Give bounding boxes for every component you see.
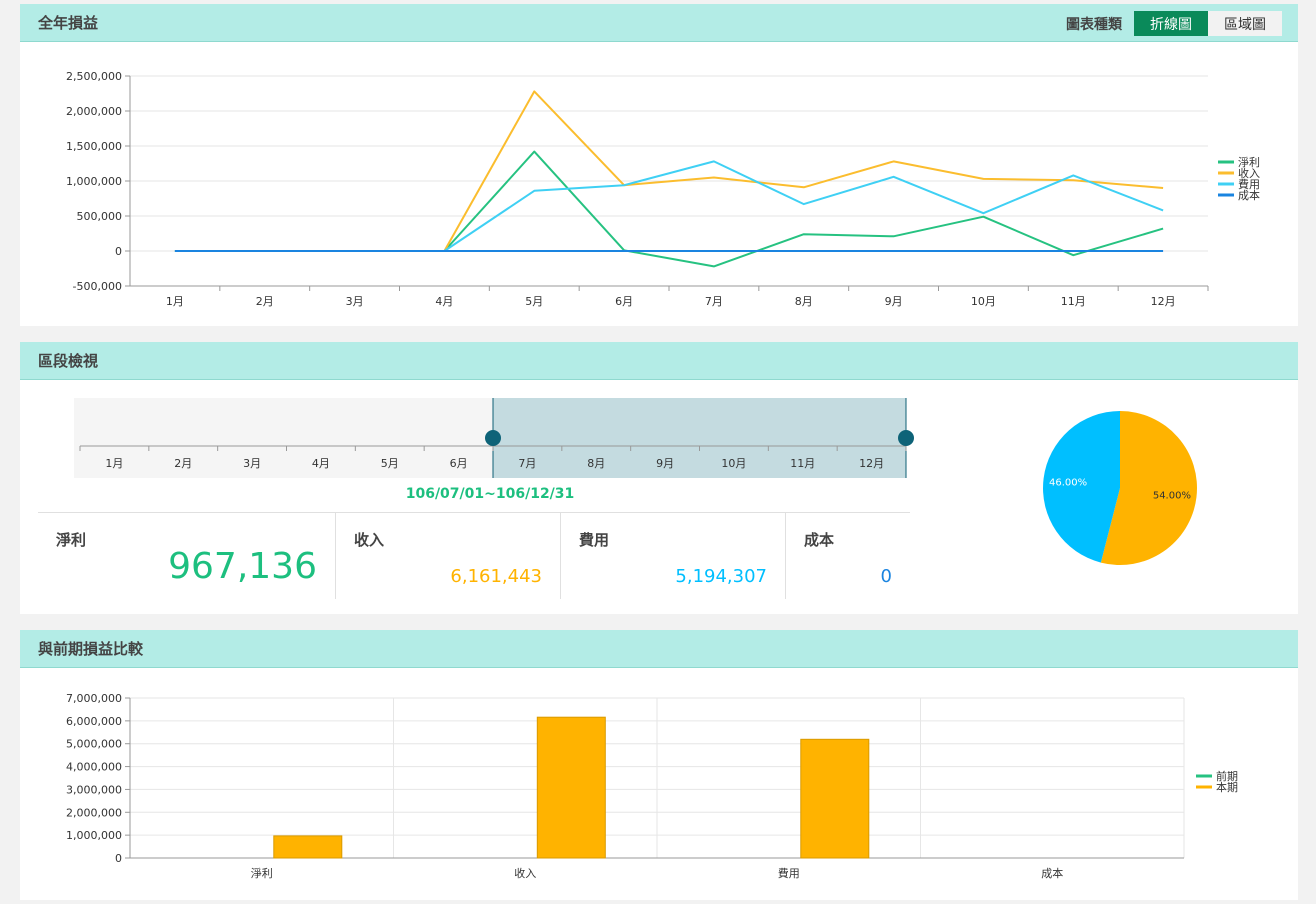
- slider-month-label: 3月: [243, 457, 261, 470]
- range-view-title: 區段檢視: [38, 352, 99, 370]
- slider-month-label: 1月: [105, 457, 123, 470]
- period-compare-title: 與前期損益比較: [38, 640, 144, 658]
- y-tick-label: 1,000,000: [66, 175, 122, 188]
- series-line-3: [174, 160, 1164, 252]
- period-compare-panel: 與前期損益比較 0 1,000,000 2,000,000 3,000,000 4,00…: [20, 630, 1298, 900]
- legend-label: 成本: [1238, 188, 1260, 202]
- y-tick-label: -500,000: [73, 280, 122, 293]
- y-tick-label: 3,000,000: [66, 783, 122, 796]
- y-tick-label: 5,000,000: [66, 738, 122, 751]
- slider-month-label: 4月: [312, 457, 330, 470]
- x-tick-label: 8月: [795, 295, 813, 308]
- range-slider[interactable]: 1月 2月 3月 4月 5月 6月 7月 8月 9月 10月 11月 12月: [20, 380, 920, 490]
- annual-profit-header: 全年損益 圖表種類 折線圖 區域圖: [20, 4, 1298, 42]
- stat-expense-label: 費用: [579, 531, 610, 549]
- period-bar-chart: 0 1,000,000 2,000,000 3,000,000 4,000,000 5,0…: [66, 692, 1238, 880]
- y-tick-label: 0: [115, 245, 122, 258]
- pie-value-label: 54.00%: [1153, 491, 1191, 502]
- x-tick-label: 10月: [971, 295, 996, 308]
- x-tick-label: 12月: [1151, 295, 1176, 308]
- stat-net-profit-value: 967,136: [168, 546, 317, 587]
- slider-month-label: 11月: [790, 457, 815, 470]
- legend-label: 費用: [1238, 177, 1260, 191]
- slider-month-label: 9月: [656, 457, 674, 470]
- stat-net-profit: 淨利 967,136: [38, 513, 336, 599]
- x-tick-label: 淨利: [251, 867, 273, 880]
- slider-start-handle[interactable]: [485, 430, 501, 446]
- bar-本期: [800, 738, 870, 859]
- slider-month-label: 5月: [381, 457, 399, 470]
- slider-month-label: 12月: [859, 457, 884, 470]
- stat-cost-value: 0: [880, 566, 892, 587]
- y-tick-label: 4,000,000: [66, 761, 122, 774]
- y-tick-label: 1,500,000: [66, 140, 122, 153]
- y-tick-label: 0: [115, 852, 122, 865]
- slider-month-label: 10月: [721, 457, 746, 470]
- stat-income: 收入 6,161,443: [336, 513, 561, 599]
- series-line-2: [174, 90, 1164, 252]
- stat-income-value: 6,161,443: [450, 566, 542, 587]
- stat-cost-label: 成本: [804, 531, 835, 549]
- chart-type-switch: 圖表種類 折線圖 區域圖: [1066, 11, 1282, 36]
- annual-line-chart: -500,000 0 500,000 1,000,000 1,500,000 2,000,…: [66, 70, 1260, 308]
- pie-slice-1: [1100, 411, 1198, 565]
- y-tick-label: 2,000,000: [66, 105, 122, 118]
- y-tick-label: 2,500,000: [66, 70, 122, 83]
- x-tick-label: 成本: [1041, 866, 1063, 880]
- x-tick-label: 2月: [256, 295, 274, 308]
- x-tick-label: 收入: [514, 866, 536, 880]
- x-tick-label: 11月: [1061, 295, 1086, 308]
- slider-end-handle[interactable]: [898, 430, 914, 446]
- legend-label: 淨利: [1238, 156, 1260, 169]
- x-tick-label: 5月: [525, 295, 543, 308]
- x-tick-label: 7月: [705, 295, 723, 308]
- slider-month-label: 2月: [174, 457, 192, 470]
- legend-label: 收入: [1238, 166, 1260, 180]
- slider-month-label: 7月: [518, 457, 536, 470]
- x-tick-label: 9月: [885, 295, 903, 308]
- range-text: 106/07/01~106/12/31: [405, 486, 575, 502]
- y-tick-label: 1,000,000: [66, 829, 122, 842]
- stat-expense: 費用 5,194,307: [561, 513, 786, 599]
- stat-income-label: 收入: [354, 531, 385, 549]
- bar-本期: [536, 716, 606, 859]
- annual-profit-panel: 全年損益 圖表種類 折線圖 區域圖 -500,000 0 500,000 1,000,…: [20, 4, 1298, 326]
- stat-net-profit-label: 淨利: [56, 531, 87, 549]
- slider-month-label: 6月: [450, 457, 468, 470]
- pie-slice-2: [1043, 411, 1120, 563]
- range-view-panel: 區段檢視 1月 2月 3月 4月 5月 6月 7月 8月 9月 10月 11月 12月 106/07/…: [20, 342, 1298, 614]
- series-line-1: [174, 150, 1164, 268]
- y-tick-label: 7,000,000: [66, 692, 122, 705]
- range-view-header: 區段檢視: [20, 342, 1298, 380]
- x-tick-label: 6月: [615, 295, 633, 308]
- y-tick-label: 500,000: [77, 210, 123, 223]
- x-tick-label: 費用: [778, 866, 800, 880]
- stats-row: 淨利 967,136 收入 6,161,443 費用 5,194,307 成本 …: [38, 512, 910, 599]
- x-tick-label: 1月: [166, 295, 184, 308]
- share-pie-chart: 54.00% 46.00%: [1043, 411, 1198, 565]
- y-tick-label: 2,000,000: [66, 806, 122, 819]
- period-compare-header: 與前期損益比較: [20, 630, 1298, 668]
- slider-month-label: 8月: [587, 457, 605, 470]
- line-chart-button[interactable]: 折線圖: [1134, 11, 1208, 36]
- legend-label: 前期: [1216, 769, 1238, 783]
- area-chart-button[interactable]: 區域圖: [1208, 11, 1282, 36]
- stat-expense-value: 5,194,307: [675, 566, 767, 587]
- legend-label: 本期: [1216, 780, 1238, 794]
- slider-selection: [493, 398, 906, 478]
- stat-cost: 成本 0: [786, 513, 910, 599]
- annual-profit-title: 全年損益: [38, 14, 99, 32]
- bar-本期: [273, 835, 343, 859]
- y-tick-label: 6,000,000: [66, 715, 122, 728]
- pie-value-label: 46.00%: [1049, 477, 1087, 488]
- x-tick-label: 3月: [346, 295, 364, 308]
- x-tick-label: 4月: [435, 295, 453, 308]
- chart-type-label: 圖表種類: [1066, 16, 1122, 33]
